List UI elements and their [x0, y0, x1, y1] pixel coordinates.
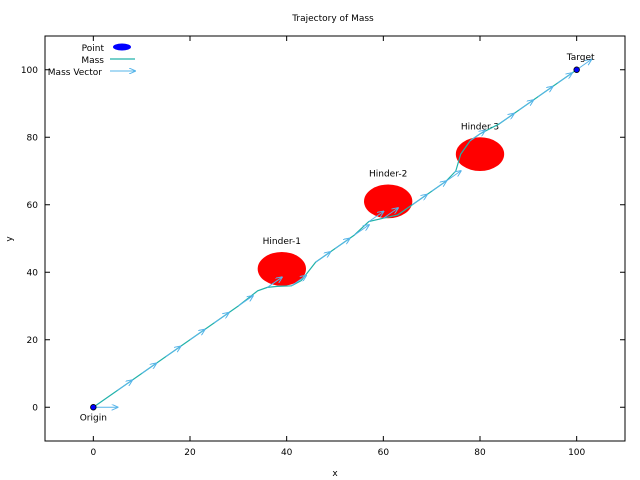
x-tick-label: 60 [378, 448, 390, 458]
mass-vector-arrow [499, 114, 513, 125]
mass-vector-arrow [165, 347, 181, 358]
mass-vector-arrow [141, 363, 157, 374]
mass-vector-arrow [431, 181, 447, 192]
x-tick-label: 20 [184, 448, 196, 458]
mass-vector-arrow [383, 208, 398, 219]
mass-vector-arrow [518, 100, 534, 111]
y-axis-label: y [5, 236, 15, 242]
mass-vector-arrow [368, 212, 384, 223]
y-tick-label: 80 [27, 133, 39, 143]
target-point-marker [573, 66, 580, 73]
hinder-2-label: Hinder-2 [369, 170, 407, 180]
legend-symbol-point [113, 43, 131, 51]
mass-vector-arrow [238, 296, 253, 307]
hinder-1-label: Hinder-1 [263, 237, 301, 247]
x-axis-label: x [332, 469, 338, 479]
mass-vector-arrow [537, 87, 553, 98]
mass-vector-arrow [189, 330, 205, 341]
x-tick-label: 40 [281, 448, 293, 458]
origin-point-marker [90, 404, 97, 411]
x-tick-label: 80 [474, 448, 486, 458]
y-tick-label: 0 [32, 403, 38, 413]
mass-vector-arrow [412, 195, 427, 206]
y-tick-label: 40 [27, 268, 39, 278]
target-label: Target [566, 53, 595, 63]
legend-label-point: Point [82, 44, 105, 54]
mass-vector-arrow [557, 73, 572, 84]
origin-label: Origin [80, 413, 107, 423]
mass-vector-arrow [291, 276, 307, 287]
y-tick-label: 100 [21, 66, 38, 76]
plot-frame [44, 35, 626, 442]
mass-vector-arrow [213, 313, 229, 324]
legend-label-mass-vector: Mass Vector [48, 68, 102, 78]
hinder-3-label: Hinder-3 [461, 122, 499, 132]
mass-vector-arrow [267, 277, 282, 288]
mass-vector-arrow [334, 239, 350, 250]
mass-vector-arrow [117, 380, 133, 391]
key-points: Origin Target [80, 53, 595, 424]
chart-title: Trajectory of Mass [291, 14, 374, 24]
y-tick-label: 60 [27, 201, 39, 211]
mass-vector-arrow [354, 225, 369, 236]
x-tick-label: 0 [90, 448, 96, 458]
mass-vectors [93, 60, 591, 408]
mass-vector-arrow [470, 131, 485, 142]
axis-ticks: 0 20 40 60 80 100 0 20 40 60 80 100 [21, 36, 625, 458]
hinder-3-ellipse [455, 137, 505, 171]
mass-vector-arrow [315, 252, 331, 263]
mass-vector-arrow [445, 171, 461, 182]
y-tick-label: 20 [27, 336, 39, 346]
hinder-2-ellipse [364, 184, 413, 219]
legend: Point Mass Mass Vector [48, 43, 135, 78]
hinder-obstacles: Hinder-1 Hinder-2 Hinder-3 [257, 122, 505, 286]
legend-label-mass: Mass [81, 56, 104, 66]
hinder-1-ellipse [257, 252, 307, 286]
x-tick-label: 100 [568, 448, 585, 458]
